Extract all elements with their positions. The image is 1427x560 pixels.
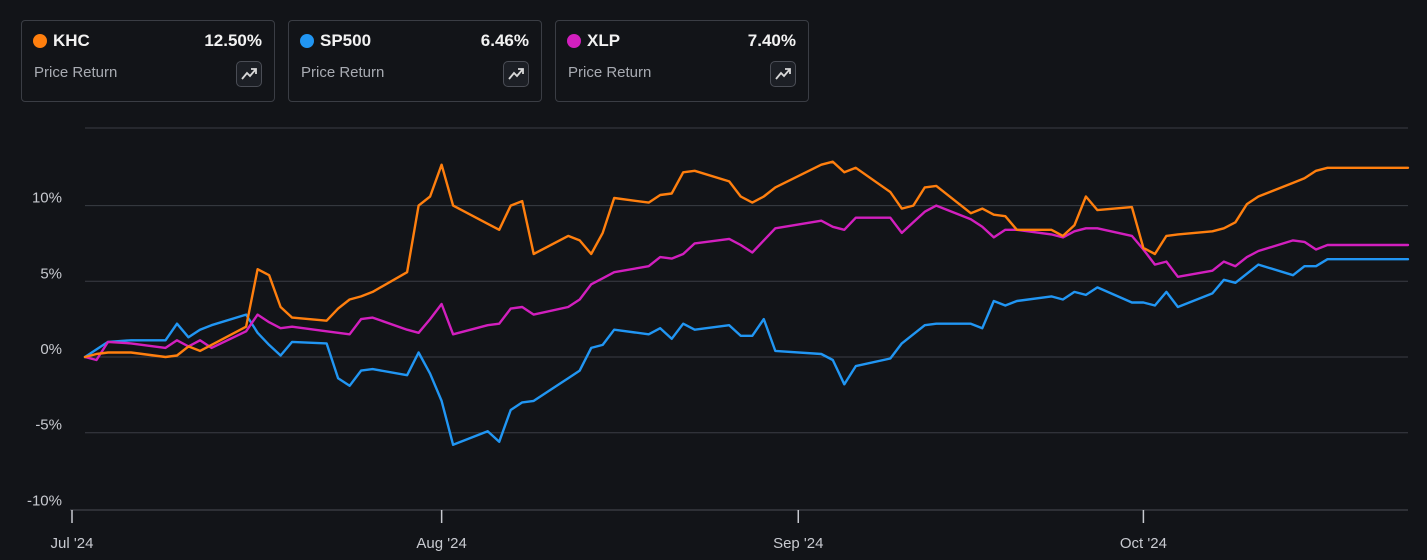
x-tick-label: Jul '24 — [51, 535, 94, 552]
return-value: 7.40% — [747, 31, 796, 50]
series-color-dot — [300, 34, 314, 48]
legend-card-xlp[interactable]: XLP 7.40% Price Return — [555, 20, 809, 102]
y-tick-label: 10% — [32, 190, 62, 207]
x-tick-label: Sep '24 — [773, 535, 823, 552]
legend-card-khc[interactable]: KHC 12.50% Price Return — [21, 20, 275, 102]
trend-chart-icon[interactable] — [770, 61, 796, 87]
trend-chart-icon[interactable] — [503, 61, 529, 87]
ticker-label: SP500 — [320, 31, 372, 50]
return-type-label: Price Return — [34, 64, 118, 81]
series-color-dot — [33, 34, 47, 48]
return-type-label: Price Return — [301, 64, 385, 81]
y-tick-label: 0% — [40, 341, 62, 358]
y-tick-label: -5% — [35, 417, 62, 434]
x-tick-label: Aug '24 — [416, 535, 466, 552]
series-line-sp500 — [83, 258, 1410, 446]
series-line-khc — [83, 160, 1410, 359]
x-tick-label: Oct '24 — [1120, 535, 1167, 552]
ticker-label: KHC — [53, 31, 90, 50]
legend-card-sp500[interactable]: SP500 6.46% Price Return — [288, 20, 542, 102]
return-value: 12.50% — [204, 31, 262, 50]
ticker-label: XLP — [587, 31, 621, 50]
y-tick-label: -10% — [27, 492, 62, 509]
return-type-label: Price Return — [568, 64, 652, 81]
series-line-xlp — [83, 204, 1410, 362]
y-tick-label: 5% — [40, 265, 62, 282]
series-color-dot — [567, 34, 581, 48]
return-value: 6.46% — [480, 31, 529, 50]
trend-chart-icon[interactable] — [236, 61, 262, 87]
